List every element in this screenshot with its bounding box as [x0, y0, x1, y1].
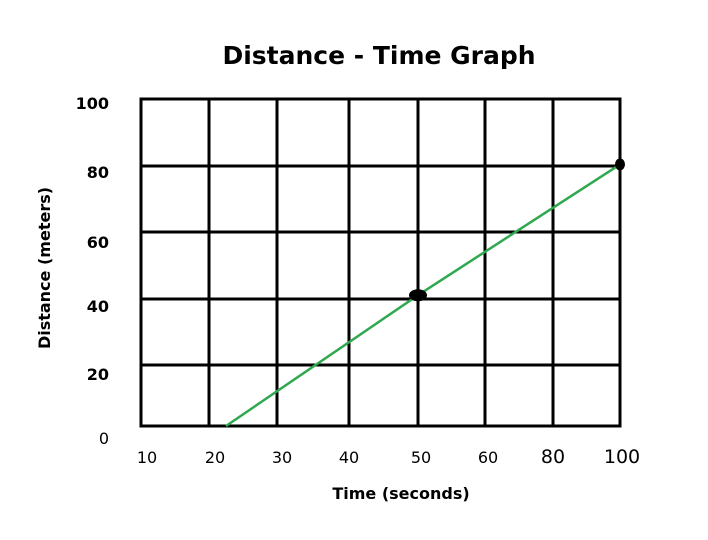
- x-tick-label: 60: [478, 448, 498, 467]
- y-axis-ticks: 0 20 40 60 80 100: [76, 94, 109, 448]
- x-axis-label: Time (seconds): [332, 484, 469, 503]
- y-tick-label: 80: [87, 163, 109, 182]
- y-tick-label: 60: [87, 233, 109, 252]
- y-tick-label: 0: [99, 429, 109, 448]
- data-point-marker-0: [409, 289, 427, 302]
- y-tick-label: 40: [87, 297, 109, 316]
- x-tick-label: 10: [137, 448, 157, 467]
- x-tick-label: 100: [604, 446, 640, 468]
- x-tick-label: 30: [272, 448, 292, 467]
- y-axis-label: Distance (meters): [35, 187, 54, 349]
- chart-title: Distance - Time Graph: [222, 41, 535, 70]
- x-tick-label: 20: [205, 448, 225, 467]
- y-tick-label: 20: [87, 365, 109, 384]
- x-axis-ticks: 10 20 30 40 50 60 80 100: [137, 446, 640, 468]
- data-point-marker-1: [615, 158, 625, 171]
- data-series: [225, 158, 625, 428]
- x-tick-label: 40: [339, 448, 359, 467]
- x-tick-label: 50: [411, 448, 431, 467]
- x-tick-label: 80: [541, 446, 565, 468]
- plot-grid: [139, 97, 622, 428]
- y-tick-label: 100: [76, 94, 109, 113]
